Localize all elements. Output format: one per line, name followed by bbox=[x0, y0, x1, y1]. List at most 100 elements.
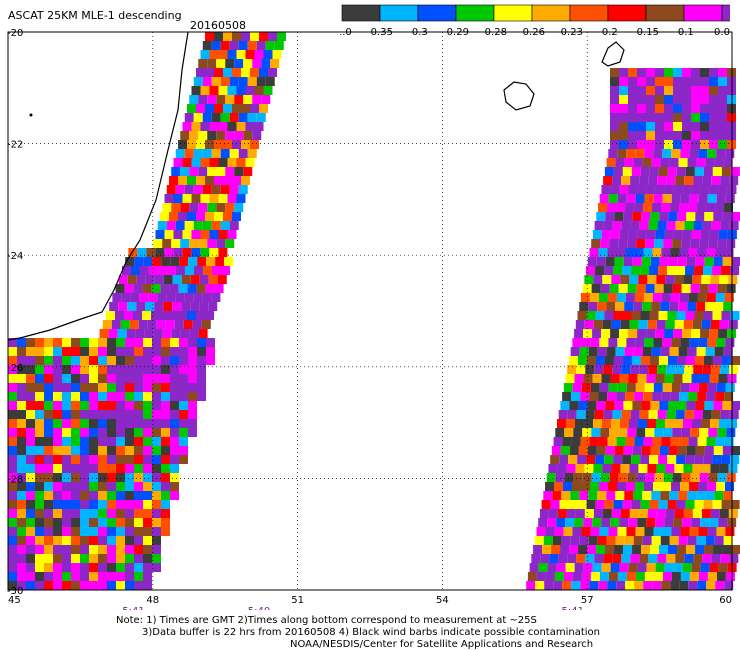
wind-cell bbox=[238, 149, 248, 158]
wind-cell bbox=[637, 113, 646, 122]
wind-cell bbox=[610, 185, 620, 194]
wind-cell bbox=[214, 32, 223, 41]
wind-cell bbox=[610, 518, 620, 527]
wind-cell bbox=[187, 140, 196, 149]
wind-cell bbox=[618, 239, 628, 248]
wind-cell bbox=[116, 545, 125, 554]
wind-cell bbox=[560, 446, 570, 455]
wind-cell bbox=[692, 509, 702, 518]
wind-cell bbox=[134, 500, 143, 509]
wind-cell bbox=[603, 176, 613, 185]
wind-cell bbox=[161, 383, 170, 392]
wind-cell bbox=[646, 518, 656, 527]
wind-cell bbox=[681, 284, 691, 293]
wind-cell bbox=[594, 365, 604, 374]
wind-cell bbox=[89, 392, 98, 401]
wind-cell bbox=[133, 284, 143, 293]
wind-cell bbox=[708, 239, 718, 248]
wind-cell bbox=[708, 428, 718, 437]
wind-cell bbox=[712, 455, 722, 464]
wind-cell bbox=[711, 221, 721, 230]
wind-cell bbox=[116, 437, 125, 446]
wind-cell bbox=[234, 167, 244, 176]
wind-cell bbox=[98, 347, 107, 356]
wind-cell bbox=[563, 527, 573, 536]
wind-cell bbox=[115, 311, 124, 320]
wind-cell bbox=[711, 410, 721, 419]
wind-cell bbox=[705, 158, 715, 167]
wind-cell bbox=[220, 149, 230, 158]
wind-cell bbox=[170, 491, 179, 500]
wind-cell bbox=[701, 464, 711, 473]
wind-cell bbox=[700, 122, 709, 131]
wind-cell bbox=[608, 383, 618, 392]
wind-cell bbox=[89, 347, 98, 356]
wind-cell bbox=[125, 581, 134, 590]
wind-cell bbox=[647, 275, 657, 284]
wind-cell bbox=[584, 320, 594, 329]
wind-cell bbox=[683, 464, 693, 473]
wind-cell bbox=[148, 293, 158, 302]
wind-cell bbox=[696, 536, 706, 545]
wind-cell bbox=[62, 509, 71, 518]
wind-cell bbox=[17, 482, 26, 491]
wind-cell bbox=[590, 338, 600, 347]
wind-cell bbox=[218, 230, 228, 239]
wind-cell bbox=[697, 437, 707, 446]
wind-cell bbox=[207, 95, 217, 104]
wind-cell bbox=[245, 158, 255, 167]
wind-cell bbox=[624, 491, 634, 500]
wind-cell bbox=[682, 104, 691, 113]
wind-cell bbox=[261, 95, 271, 104]
wind-cell bbox=[655, 230, 665, 239]
wind-cell bbox=[700, 230, 710, 239]
wind-cell bbox=[674, 464, 684, 473]
wind-cell bbox=[697, 248, 707, 257]
wind-cell bbox=[610, 86, 619, 95]
wind-cell bbox=[216, 95, 226, 104]
wind-cell bbox=[718, 185, 728, 194]
wind-cell bbox=[592, 329, 602, 338]
wind-cell bbox=[700, 113, 709, 122]
wind-cell bbox=[633, 491, 643, 500]
wind-cell bbox=[191, 194, 201, 203]
wind-cell bbox=[125, 437, 134, 446]
wind-cell bbox=[722, 446, 732, 455]
wind-cell bbox=[723, 158, 733, 167]
wind-cell bbox=[702, 410, 712, 419]
wind-cell bbox=[179, 419, 188, 428]
wind-cell bbox=[89, 563, 98, 572]
wind-cell bbox=[700, 104, 709, 113]
wind-cell bbox=[206, 347, 215, 356]
wind-cell bbox=[620, 320, 630, 329]
wind-cell bbox=[725, 383, 735, 392]
wind-cell bbox=[107, 545, 116, 554]
wind-cell bbox=[653, 383, 663, 392]
wind-cell bbox=[615, 158, 625, 167]
wind-cell bbox=[44, 428, 53, 437]
wind-cell bbox=[116, 428, 125, 437]
wind-cell bbox=[143, 581, 152, 590]
wind-cell bbox=[134, 518, 143, 527]
wind-cell bbox=[589, 293, 599, 302]
wind-cell bbox=[53, 473, 62, 482]
wind-cell bbox=[635, 572, 645, 581]
wind-cell bbox=[597, 491, 607, 500]
wind-cell bbox=[89, 464, 98, 473]
wind-cell bbox=[170, 446, 179, 455]
wind-cell bbox=[673, 230, 683, 239]
wind-cell bbox=[695, 401, 705, 410]
wind-cell bbox=[125, 428, 134, 437]
wind-cell bbox=[170, 482, 179, 491]
wind-cell bbox=[637, 131, 646, 140]
wind-cell bbox=[685, 500, 695, 509]
wind-cell bbox=[670, 248, 680, 257]
wind-cell bbox=[205, 68, 214, 77]
wind-cell bbox=[134, 401, 143, 410]
wind-cell bbox=[143, 446, 152, 455]
wind-cell bbox=[643, 392, 653, 401]
wind-cell bbox=[584, 509, 594, 518]
wind-cell bbox=[580, 392, 590, 401]
wind-cell bbox=[546, 473, 556, 482]
wind-cell bbox=[274, 41, 284, 50]
